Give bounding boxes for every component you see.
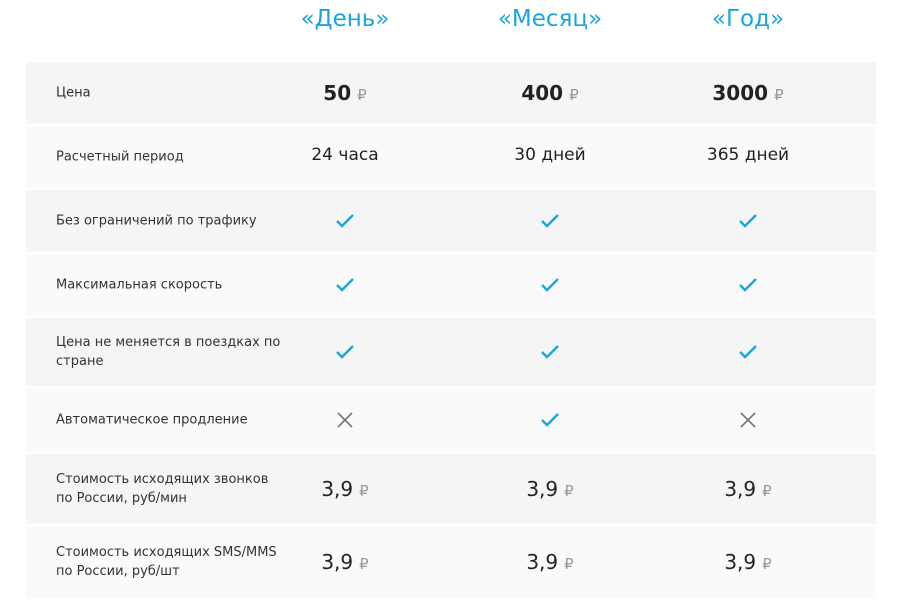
row-value: 3,9 ₽ (245, 477, 445, 501)
ruble-sign: ₽ (569, 86, 579, 104)
value-number: 3,9 (526, 550, 559, 574)
table-row: Автоматическое продление (26, 388, 876, 452)
value-number: 3000 (712, 81, 769, 105)
table-row: Стоимость исходящих звонков по России, р… (26, 454, 876, 524)
value-number: 3,9 (724, 477, 757, 501)
check-icon (450, 410, 650, 430)
ruble-sign: ₽ (762, 555, 772, 573)
row-label: Стоимость исходящих SMS/MMS по России, р… (56, 545, 277, 579)
table-row: Без ограничений по трафику (26, 190, 876, 252)
check-icon (648, 275, 848, 295)
ruble-sign: ₽ (359, 555, 369, 573)
ruble-sign: ₽ (359, 482, 369, 500)
check-icon (450, 342, 650, 362)
row-value: 24 часа (311, 145, 379, 165)
value-number: 3,9 (724, 550, 757, 574)
ruble-sign: ₽ (774, 86, 784, 104)
ruble-sign: ₽ (564, 482, 574, 500)
check-icon (450, 275, 650, 295)
ruble-sign: ₽ (357, 86, 367, 104)
value-number: 3,9 (526, 477, 559, 501)
comparison-table: Цена 50 ₽400 ₽3000 ₽ Расчетный период 24 часа 3… (26, 62, 876, 600)
ruble-sign: ₽ (564, 555, 574, 573)
value-number: 400 (521, 81, 564, 105)
row-value: 50 ₽ (245, 81, 445, 105)
check-icon (648, 342, 848, 362)
check-icon (245, 211, 445, 231)
check-icon (245, 275, 445, 295)
plan-year-title: «Год» (711, 6, 785, 32)
row-value: 3,9 ₽ (245, 550, 445, 574)
row-label: Без ограничений по трафику (56, 213, 257, 229)
check-icon (450, 211, 650, 231)
table-row: Расчетный период 24 часа 30 дней 365 дней (26, 126, 876, 188)
row-label: Автоматическое продление (56, 412, 248, 428)
ruble-sign: ₽ (762, 482, 772, 500)
table-row: Цена 50 ₽400 ₽3000 ₽ (26, 62, 876, 124)
value-number: 50 (323, 81, 352, 105)
row-value: 400 ₽ (450, 81, 650, 105)
value-number: 3,9 (321, 550, 354, 574)
table-row: Максимальная скорость (26, 254, 876, 316)
row-label: Цена (56, 85, 91, 101)
cross-icon (245, 410, 445, 430)
row-value: 3,9 ₽ (450, 550, 650, 574)
plan-month-title: «Месяц» (497, 6, 603, 32)
value-number: 3,9 (321, 477, 354, 501)
row-value: 3000 ₽ (648, 81, 848, 105)
cross-icon (648, 410, 848, 430)
row-value: 3,9 ₽ (450, 477, 650, 501)
plan-day-title: «День» (300, 6, 390, 32)
table-row: Цена не меняется в поездках по стране (26, 318, 876, 386)
check-icon (648, 211, 848, 231)
row-value: 3,9 ₽ (648, 550, 848, 574)
row-value: 30 дней (514, 145, 586, 165)
row-value: 3,9 ₽ (648, 477, 848, 501)
table-row: Стоимость исходящих SMS/MMS по России, р… (26, 526, 876, 598)
row-label: Максимальная скорость (56, 277, 223, 293)
row-value: 365 дней (706, 145, 790, 165)
row-label: Цена не меняется в поездках по стране (56, 335, 281, 369)
row-label: Расчетный период (56, 149, 184, 165)
plan-headers: «День» «Месяц» «Год» (0, 6, 898, 46)
row-label: Стоимость исходящих звонков по России, р… (56, 472, 269, 506)
check-icon (245, 342, 445, 362)
